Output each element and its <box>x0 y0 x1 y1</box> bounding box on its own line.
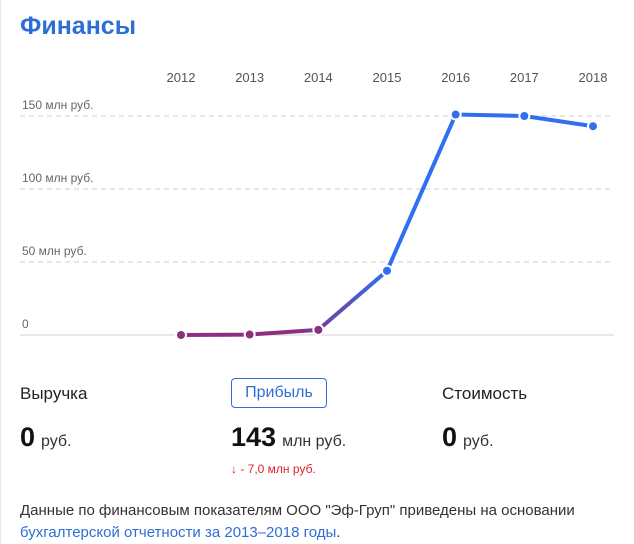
x-tick-label: 2017 <box>510 70 539 85</box>
profit-tab-button[interactable]: Прибыль <box>231 378 327 408</box>
x-tick-label: 2012 <box>167 70 196 85</box>
value-value: 0 руб. <box>442 422 494 452</box>
data-point[interactable] <box>243 328 256 341</box>
x-tick-label: 2018 <box>579 70 608 85</box>
data-point[interactable] <box>381 264 393 277</box>
series-line <box>179 112 595 337</box>
x-tick-label: 2013 <box>235 70 264 85</box>
profit-change: ↓ - 7,0 млн руб. <box>231 462 316 476</box>
finance-line-chart: 2012 2013 2014 2015 2016 2017 2018 0 50 млн руб… <box>20 70 614 341</box>
y-tick-label: 100 млн руб. <box>22 171 93 185</box>
revenue-value: 0 руб. <box>20 422 72 452</box>
x-tick-label: 2014 <box>304 70 333 85</box>
revenue-label: Выручка <box>20 384 88 403</box>
reports-link[interactable]: бухгалтерской отчетности за 2013–2018 го… <box>20 524 337 541</box>
value-label: Стоимость <box>442 384 528 403</box>
y-tick-label: 0 <box>22 317 29 331</box>
footnote: Данные по финансовым показателям ООО "Эф… <box>20 502 575 541</box>
data-point[interactable] <box>312 323 325 336</box>
x-tick-label: 2016 <box>441 70 470 85</box>
section-title: Финансы <box>20 12 137 40</box>
x-tick-label: 2015 <box>373 70 402 85</box>
data-point[interactable] <box>175 329 187 341</box>
data-point[interactable] <box>587 120 599 133</box>
profit-value: 143 млн руб. <box>231 422 347 452</box>
y-tick-label: 50 млн руб. <box>22 244 87 258</box>
data-point[interactable] <box>518 110 531 122</box>
data-point[interactable] <box>449 108 462 121</box>
y-tick-label: 150 млн руб. <box>22 98 93 112</box>
